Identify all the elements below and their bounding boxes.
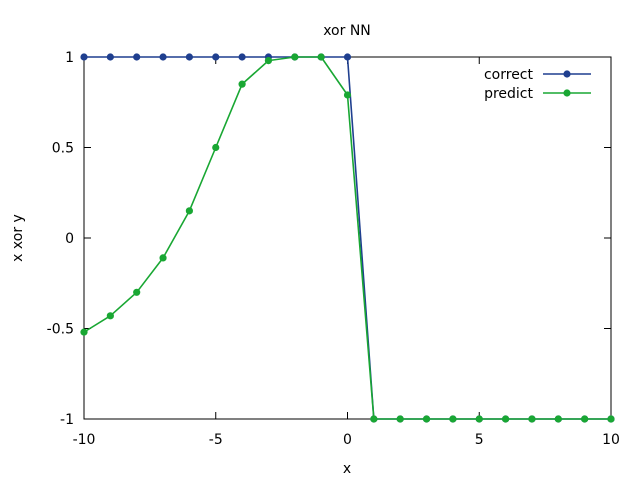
legend-label-correct: correct — [484, 67, 534, 83]
data-point-correct — [212, 53, 220, 61]
plot-border — [83, 56, 612, 420]
series-line-correct — [84, 56, 611, 420]
data-point-predict — [212, 143, 220, 152]
data-point-correct — [185, 53, 193, 61]
y-tick-label: -1 — [60, 412, 74, 428]
data-point-correct — [106, 53, 114, 61]
legend-marker-correct — [563, 70, 571, 78]
x-tick-label: 5 — [475, 432, 484, 448]
data-point-predict — [396, 415, 404, 423]
data-point-predict — [264, 57, 273, 65]
data-point-predict — [554, 415, 562, 423]
data-point-predict — [422, 415, 431, 423]
series-correct — [80, 53, 615, 423]
data-point-predict — [449, 415, 457, 423]
x-tick-label: -10 — [73, 432, 96, 448]
y-tick-label: 1 — [65, 50, 74, 66]
y-axis-label: x xor y — [10, 214, 26, 262]
legend-label-predict: predict — [484, 86, 533, 102]
data-point-predict — [581, 415, 589, 423]
data-point-predict — [607, 415, 615, 423]
data-point-predict — [528, 415, 536, 423]
data-point-predict — [238, 80, 246, 88]
data-point-predict — [475, 415, 483, 423]
x-tick-label: 10 — [602, 432, 620, 448]
data-point-predict — [502, 415, 510, 423]
y-tick-label: -0.5 — [47, 322, 74, 338]
data-point-predict — [185, 207, 193, 215]
series-group — [80, 53, 615, 423]
x-tick-label: 0 — [343, 432, 352, 448]
y-tick-label: 0.5 — [52, 141, 74, 157]
x-axis-label: x — [343, 461, 351, 477]
data-point-predict — [317, 53, 325, 61]
data-point-correct — [80, 53, 88, 61]
data-point-correct — [238, 53, 246, 61]
data-point-predict — [370, 415, 378, 423]
legend: correct predict — [484, 67, 591, 102]
data-point-predict — [80, 328, 88, 336]
data-point-predict — [106, 312, 114, 320]
data-point-correct — [343, 53, 352, 61]
legend-marker-predict — [563, 89, 571, 97]
series-predict — [80, 53, 615, 423]
y-axis: -1 -0.5 0 0.5 1 — [47, 50, 611, 428]
data-point-predict — [159, 254, 167, 262]
data-point-correct — [159, 53, 167, 61]
data-point-predict — [343, 91, 352, 99]
series-line-predict — [83, 56, 611, 420]
data-point-predict — [291, 53, 299, 61]
data-point-predict — [133, 288, 141, 296]
chart-title: xor NN — [323, 23, 371, 39]
x-axis: -10 -5 0 5 10 — [73, 57, 620, 448]
data-point-correct — [133, 53, 141, 61]
y-tick-label: 0 — [65, 231, 74, 247]
x-tick-label: -5 — [209, 432, 223, 448]
